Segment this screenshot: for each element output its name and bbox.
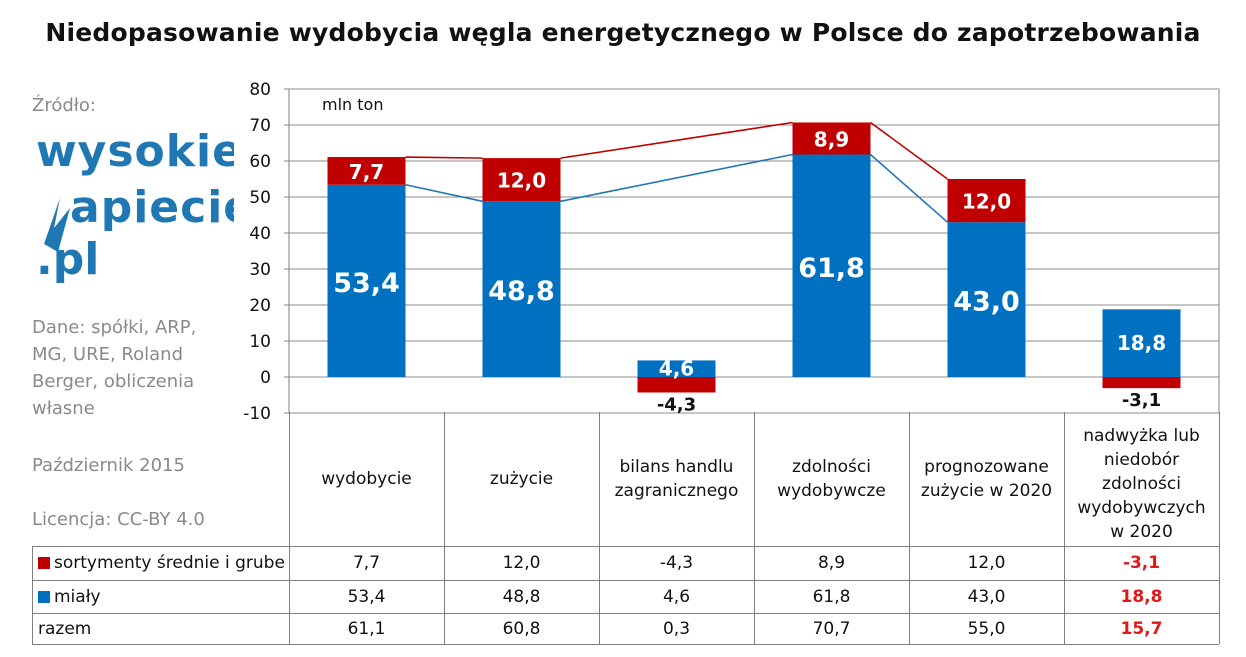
date-note: Październik 2015 [32,455,185,476]
bar-sortymenty [947,179,1026,223]
bar-mialy [792,154,871,377]
source-label: Źródło: [32,95,96,116]
table-cell: 8,9 [817,553,846,573]
table-row-label: razem [32,613,289,644]
data-label-mialy: 48,8 [488,276,555,307]
bar-mialy [327,184,406,377]
table-cell: 12,0 [967,553,1006,573]
legend-swatch [38,590,50,603]
table-header-cell: wydobycie [321,469,412,489]
table-cell: 43,0 [967,586,1006,607]
table-cell: 53,4 [347,586,386,607]
table-rule [754,412,755,644]
data-label-sortymenty: -3,1 [1122,390,1161,411]
data-label-sortymenty: 7,7 [349,160,384,184]
y-tick-label: 20 [249,296,271,316]
connector-razem [405,156,483,159]
chart-title: Niedopasowanie wydobycia węgla energetyc… [45,18,1201,47]
table-rule [32,613,1219,614]
y-tick-label: 40 [249,224,271,244]
row-label-text: miały [54,586,101,607]
table-rule [444,412,445,644]
logo-line-1: wysokie [36,126,234,177]
bar-mialy [482,201,561,377]
table-cell: 55,0 [967,618,1006,639]
bar-sortymenty [1102,377,1181,389]
table-cell: 15,7 [1120,618,1163,639]
y-tick-label: 70 [249,116,271,136]
row-label-text: sortymenty średnie i grube [54,553,285,573]
table-cell: -4,3 [659,553,694,573]
table-rule [32,546,1219,547]
data-label-sortymenty: 8,9 [814,128,849,152]
table-cell: 61,8 [812,586,851,607]
table-rule [32,546,33,644]
table-row-label: sortymenty średnie i grube [32,546,289,580]
table-rule [32,580,1219,581]
table-cell: 70,7 [812,618,851,639]
bar-mialy [637,360,716,377]
y-tick-label: -10 [243,404,271,424]
data-label-sortymenty: -4,3 [657,394,696,415]
table-cell: -3,1 [1122,553,1161,573]
table-cell: 18,8 [1120,586,1163,607]
connector-razem [560,121,793,159]
table-row-label: miały [32,580,289,613]
table-rule [1219,412,1220,644]
bar-sortymenty [482,158,561,202]
y-tick-label: 60 [249,152,271,172]
table-rule [1064,412,1065,644]
table-rule [32,644,1219,645]
bar-sortymenty [327,157,406,185]
table-header-cell: zdolności wydobywcze [777,457,886,501]
data-label-sortymenty: 12,0 [497,169,546,193]
data-label-mialy: 18,8 [1117,331,1166,355]
table-header-cell: nadwyżka lub niedobór zdolności wydobywc… [1077,426,1206,542]
connector-mialy [869,153,949,223]
data-label-mialy: 43,0 [953,287,1020,318]
table-cell: 60,8 [502,618,541,639]
table-cell: 48,8 [502,586,541,607]
y-tick-label: 0 [260,368,271,388]
table-header-cell: zużycie [489,469,554,489]
plot-frame [288,88,1220,414]
bar-sortymenty [792,122,871,155]
license-note: Licencja: CC-BY 4.0 [32,509,205,530]
data-label-mialy: 61,8 [798,253,865,284]
logo-line-3: .pl [36,234,99,285]
table-rule [909,412,910,644]
y-tick-label: 50 [249,188,271,208]
table-cell: 61,1 [347,618,386,639]
table-cell: 4,6 [662,586,691,607]
data-label-mialy: 4,6 [659,357,694,381]
legend-swatch [38,557,50,569]
logo-line-2: apiecie [70,182,234,233]
y-tick-label: 30 [249,260,271,280]
connector-mialy [405,183,483,203]
data-source-note: Dane: spółki, ARP, MG, URE, Roland Berge… [32,317,197,419]
table-cell: 7,7 [352,553,381,573]
lightning-bolt-icon [44,198,70,252]
bar-mialy [1102,309,1181,377]
data-label-mialy: 53,4 [333,268,400,299]
wysokie-napiecie-logo: wysokie apiecie .pl [36,126,234,285]
y-tick-label: 10 [249,332,271,352]
table-cell: 12,0 [502,553,541,573]
table-rule [289,412,290,644]
connector-mialy [560,153,793,203]
bar-mialy [947,222,1026,377]
table-header-cell: prognozowane zużycie w 2020 [920,457,1053,501]
y-tick-label: 80 [249,80,271,100]
unit-label: mln ton [322,95,383,114]
connector-razem [870,121,948,180]
table-header-cell: bilans handlu zagranicznego [614,457,739,501]
row-label-text: razem [38,618,92,639]
bar-sortymenty [637,377,716,393]
data-label-sortymenty: 12,0 [962,190,1011,214]
table-cell: 0,3 [662,618,691,639]
data-table: wydobycie zużycie bilans handlu zagraniczn… [32,412,1220,645]
table-rule [599,412,600,644]
